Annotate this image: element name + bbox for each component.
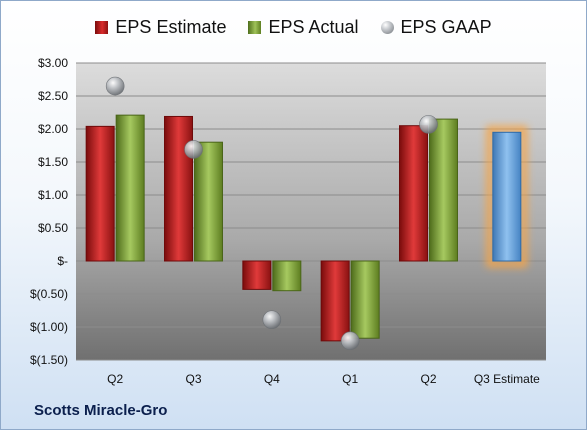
company-name: Scotts Miracle-Gro: [34, 402, 168, 419]
bars: [85, 114, 528, 342]
y-tick-label: $3.00: [38, 56, 68, 70]
eps-forecast-bar: [492, 131, 522, 262]
y-tick-label: $(0.50): [30, 287, 68, 301]
y-tick-label: $0.50: [38, 221, 68, 235]
legend-item-eps-actual: EPS Actual: [248, 17, 359, 38]
eps-estimate-bar: [85, 125, 115, 262]
x-axis-ticks: Q2 Q3 Q4 Q1 Q2 Q3 Estimate: [107, 372, 540, 386]
x-tick-label: Q1: [342, 372, 358, 386]
legend-item-eps-estimate: EPS Estimate: [95, 17, 226, 38]
legend-swatch-eps-estimate: [95, 21, 109, 34]
gridlines: [76, 62, 546, 361]
eps-gaap-marker: [184, 140, 203, 159]
y-tick-label: $2.50: [38, 89, 68, 103]
x-tick-label: Q4: [264, 372, 280, 386]
legend-label-eps-actual: EPS Actual: [268, 17, 359, 37]
plot-area: [76, 63, 546, 360]
gaap-markers: [105, 76, 438, 351]
x-tick-label: Q2: [420, 372, 436, 386]
y-tick-label: $(1.00): [30, 320, 68, 334]
eps-estimate-bar: [242, 260, 272, 290]
eps-actual-bar: [272, 260, 302, 292]
y-tick-label: $1.50: [38, 155, 68, 169]
eps-gaap-marker: [105, 76, 125, 96]
y-tick-label: $-: [57, 254, 68, 268]
eps-actual-bar: [115, 114, 145, 262]
legend-item-eps-gaap: EPS GAAP: [380, 17, 492, 38]
eps-gaap-marker: [262, 310, 282, 330]
legend: EPS Estimate EPS Actual EPS GAAP: [1, 17, 586, 38]
legend-swatch-eps-gaap: [380, 21, 394, 34]
legend-label-eps-gaap: EPS GAAP: [400, 17, 492, 37]
eps-gaap-marker: [340, 331, 360, 351]
y-tick-label: $1.00: [38, 188, 68, 202]
forecast-glow: [486, 125, 528, 268]
eps-estimate-bar: [320, 260, 350, 342]
x-tick-label: Q2: [107, 372, 123, 386]
x-tick-label: Q3 Estimate: [474, 372, 540, 386]
legend-label-eps-estimate: EPS Estimate: [115, 17, 227, 37]
eps-estimate-bar: [164, 115, 193, 262]
eps-gaap-marker: [419, 115, 438, 134]
y-tick-label: $2.00: [38, 122, 68, 136]
legend-swatch-eps-actual: [248, 21, 262, 34]
eps-actual-bar: [429, 118, 458, 262]
y-axis-ticks: $3.00 $2.50 $2.00 $1.50 $1.00 $0.50 $- $(0.50) $…: [30, 56, 68, 367]
x-tick-label: Q3: [185, 372, 201, 386]
y-tick-label: $(1.50): [30, 353, 68, 367]
eps-estimate-bar: [399, 125, 428, 262]
eps-actual-bar: [350, 260, 380, 339]
eps-actual-bar: [194, 141, 223, 262]
